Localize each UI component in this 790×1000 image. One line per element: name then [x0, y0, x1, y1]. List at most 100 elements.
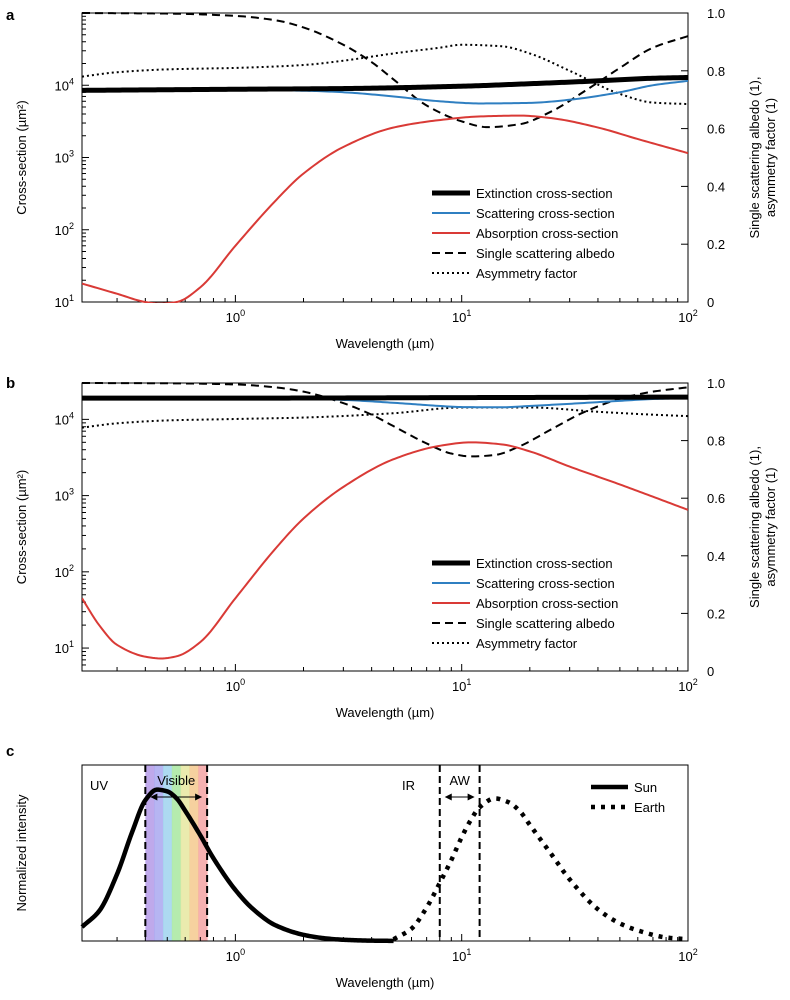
x-tick-label: 101 — [452, 308, 471, 325]
y-right-tick-label: 0 — [707, 664, 714, 679]
y-left-tick-label: 101 — [55, 639, 74, 656]
x-tick-label-exp: 1 — [466, 677, 471, 687]
legend-label: Scattering cross-section — [476, 576, 615, 591]
sun-curve — [80, 787, 394, 944]
legend-label: Asymmetry factor — [476, 266, 578, 281]
x-tick-label: 100 — [226, 308, 245, 325]
x-tick-label-exp: 2 — [693, 308, 698, 318]
y-right-axis-title-line1: Single scattering albedo (1), — [747, 446, 762, 608]
asymmetry-line — [82, 406, 688, 429]
visible-label: Visible — [157, 773, 195, 788]
y-right-axis-title-line2: asymmetry factor (1) — [763, 98, 778, 217]
albedo-line — [82, 12, 688, 129]
y-axis-title: Normalized intensity — [14, 794, 29, 912]
y-left-tick-label-exp: 2 — [69, 221, 74, 231]
y-left-tick-label-base: 10 — [55, 565, 69, 580]
legend-label: Single scattering albedo — [476, 246, 615, 261]
x-tick-label-base: 10 — [678, 310, 692, 325]
aw-label: AW — [449, 773, 470, 788]
x-tick-label-base: 10 — [226, 310, 240, 325]
y-left-tick-label: 104 — [55, 410, 74, 427]
visible-band-stripe — [180, 765, 190, 941]
earth-curve — [392, 796, 689, 942]
x-tick-label-base: 10 — [452, 949, 466, 964]
legend-label: Extinction cross-section — [476, 556, 613, 571]
window-arrow-head-left — [444, 793, 452, 801]
x-tick-label-exp: 1 — [466, 308, 471, 318]
visible-band-stripe — [162, 765, 173, 941]
y-left-tick-label-exp: 3 — [69, 149, 74, 159]
legend-label: Sun — [634, 780, 657, 795]
panel-letter-b: b — [6, 375, 15, 392]
window-arrow-head-right — [467, 793, 475, 801]
y-right-tick-label: 0.6 — [707, 491, 725, 506]
visible-band-stripe — [171, 765, 182, 941]
x-tick-label: 100 — [226, 947, 245, 964]
x-tick-label-base: 10 — [452, 310, 466, 325]
extinction-line — [82, 75, 688, 93]
legend-label: Extinction cross-section — [476, 186, 613, 201]
y-left-tick-label-exp: 1 — [69, 639, 74, 649]
visible-arrow-head-right — [195, 793, 203, 801]
y-right-tick-label: 0.2 — [707, 237, 725, 252]
y-left-tick-label-exp: 1 — [69, 293, 74, 303]
y-right-tick-label: 0 — [707, 295, 714, 310]
x-tick-label-base: 10 — [226, 679, 240, 694]
visible-band-stripe — [189, 765, 199, 941]
x-tick-label-base: 10 — [452, 679, 466, 694]
extinction-line — [82, 394, 688, 401]
y-left-axis-title: Cross-section (µm²) — [14, 100, 29, 214]
uv-label: UV — [90, 778, 108, 793]
x-tick-label-exp: 2 — [693, 677, 698, 687]
y-left-tick-label-exp: 4 — [69, 76, 74, 86]
y-left-tick-label-exp: 3 — [69, 487, 74, 497]
x-tick-label-base: 10 — [678, 949, 692, 964]
y-left-tick-label-base: 10 — [55, 223, 69, 238]
legend-label: Earth — [634, 800, 665, 815]
y-left-tick-label-base: 10 — [55, 78, 69, 93]
ir-label: IR — [402, 778, 415, 793]
y-left-tick-label: 102 — [55, 563, 74, 580]
x-tick-label-exp: 0 — [240, 677, 245, 687]
visible-arrow-head-left — [150, 793, 158, 801]
y-right-tick-label: 0.8 — [707, 64, 725, 79]
x-tick-label: 102 — [678, 947, 697, 964]
panel-letter-c: c — [6, 743, 14, 760]
x-tick-label-exp: 2 — [693, 947, 698, 957]
absorption-line — [82, 114, 688, 303]
x-tick-label: 101 — [452, 677, 471, 694]
visible-band-stripe — [198, 765, 208, 941]
y-right-tick-label: 0.8 — [707, 434, 725, 449]
visible-band-stripe — [145, 765, 155, 941]
x-tick-label-exp: 1 — [466, 947, 471, 957]
x-axis-title: Wavelength (µm) — [336, 336, 435, 351]
y-left-tick-label: 101 — [55, 293, 74, 310]
legend-label: Scattering cross-section — [476, 206, 615, 221]
y-left-tick-label: 104 — [55, 76, 74, 93]
y-right-axis-title-line1: Single scattering albedo (1), — [747, 77, 762, 239]
y-right-tick-label: 0.4 — [707, 179, 725, 194]
y-left-tick-label: 103 — [55, 149, 74, 166]
legend-label: Absorption cross-section — [476, 596, 618, 611]
y-right-axis-title-line2: asymmetry factor (1) — [763, 467, 778, 586]
y-left-tick-label: 103 — [55, 487, 74, 504]
legend-label: Absorption cross-section — [476, 226, 618, 241]
y-right-tick-label: 0.4 — [707, 549, 725, 564]
x-tick-label-exp: 0 — [240, 308, 245, 318]
asymmetry-line — [82, 43, 688, 106]
x-tick-label-base: 10 — [226, 949, 240, 964]
visible-band-stripe — [154, 765, 164, 941]
y-left-axis-title: Cross-section (µm²) — [14, 470, 29, 584]
y-right-tick-label: 0.2 — [707, 606, 725, 621]
plot-frame — [81, 382, 689, 672]
x-tick-label: 100 — [226, 677, 245, 694]
y-left-tick-label: 102 — [55, 221, 74, 238]
y-left-tick-label-exp: 2 — [69, 563, 74, 573]
y-left-tick-label-base: 10 — [55, 151, 69, 166]
y-right-tick-label: 0.6 — [707, 122, 725, 137]
absorption-line — [82, 441, 688, 660]
